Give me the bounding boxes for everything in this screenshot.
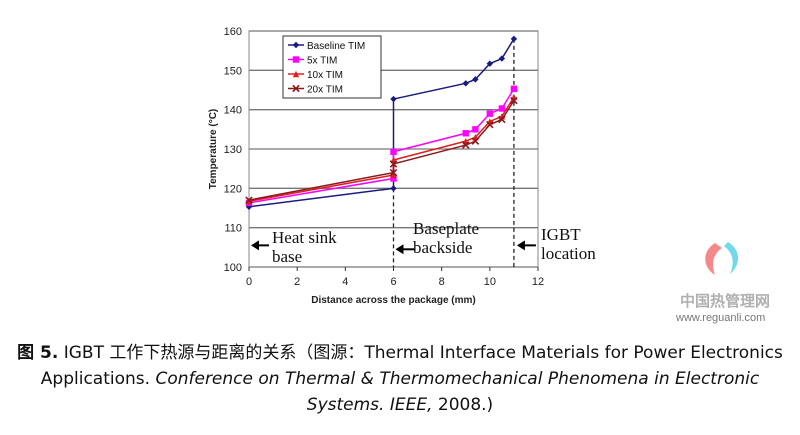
y-tick-label: 160	[224, 26, 242, 38]
watermark-logo-icon	[705, 242, 739, 275]
legend-label: 20x TIM	[307, 85, 343, 96]
data-point	[471, 137, 480, 145]
x-tick-label: 8	[439, 276, 445, 288]
data-point	[472, 76, 479, 83]
y-axis-label: Temperature (°C)	[208, 109, 219, 190]
arrow-left-icon	[516, 240, 525, 251]
data-point	[390, 171, 397, 179]
data-point	[498, 105, 506, 112]
data-point	[472, 126, 479, 133]
data-point	[486, 120, 494, 129]
legend-box	[282, 35, 382, 99]
annotation-label: Baseplate	[413, 219, 479, 238]
annotation-label: IGBT	[541, 225, 581, 244]
y-tick-label: 110	[224, 223, 242, 235]
x-tick-label: 2	[294, 276, 300, 288]
data-point	[486, 110, 494, 117]
legend-marker	[292, 41, 300, 49]
legend-marker	[292, 84, 300, 93]
legend-label: Baseline TIM	[307, 41, 365, 52]
arrow-left-icon	[395, 244, 404, 255]
data-point	[510, 35, 518, 43]
x-tick-label: 6	[390, 276, 396, 288]
series-line-3	[248, 100, 515, 201]
data-point	[245, 198, 253, 205]
data-point	[390, 148, 397, 155]
x-tick-label: 10	[484, 276, 496, 288]
caption-label: 图 5.	[17, 343, 59, 363]
legend-marker	[292, 70, 300, 78]
data-point	[486, 60, 494, 67]
legend-marker	[292, 56, 300, 63]
temperature-chart: 100 110 120 130 140 150 160 0 2 4 6 8 10 12 Distance a…	[208, 26, 596, 306]
x-axis-label: Distance across the package (mm)	[311, 295, 476, 306]
data-point	[245, 203, 253, 211]
watermark-url: www.reguanli.com	[676, 312, 766, 324]
data-point	[389, 168, 398, 177]
data-point	[390, 95, 397, 103]
x-tick-label: 12	[532, 276, 544, 288]
data-point	[510, 96, 518, 105]
y-tick-label: 100	[224, 262, 242, 274]
data-point	[510, 85, 518, 93]
y-tick-label: 120	[224, 183, 242, 195]
legend-label: 5x TIM	[307, 56, 337, 67]
caption-text: IGBT 工作下热源与距离的关系（图源：Thermal Interface Ma…	[40, 343, 783, 389]
y-tick-label: 140	[224, 105, 242, 117]
annotation-label: backside	[413, 238, 472, 257]
data-point	[498, 115, 506, 124]
y-tick-label: 130	[224, 144, 242, 156]
data-point	[245, 196, 253, 204]
legend: Baseline TIM 5x TIM 10x TIM 20x TIM	[282, 35, 382, 99]
data-point	[389, 160, 398, 168]
legend-label: 10x TIM	[307, 70, 343, 81]
watermark-name: 中国热管理网	[680, 292, 771, 310]
arrow-left-icon	[251, 240, 259, 251]
x-tick-label: 0	[246, 276, 252, 288]
x-tick-label: 4	[342, 276, 348, 288]
data-point	[462, 130, 469, 137]
annotation-label: location	[541, 244, 596, 263]
caption-italic: Conference on Thermal & Thermomechanical…	[155, 369, 760, 415]
data-point	[461, 141, 470, 149]
data-point	[390, 185, 397, 192]
y-tick-label: 150	[224, 65, 242, 77]
annotation-label: Heat sink	[272, 228, 337, 247]
figure-caption: 图 5. IGBT 工作下热源与距离的关系（图源：Thermal Interfa…	[0, 340, 800, 418]
data-point	[498, 55, 506, 62]
data-point	[462, 80, 469, 87]
caption-year: 2008.)	[432, 395, 494, 415]
data-point	[390, 175, 397, 182]
annotation-label: base	[272, 247, 302, 266]
